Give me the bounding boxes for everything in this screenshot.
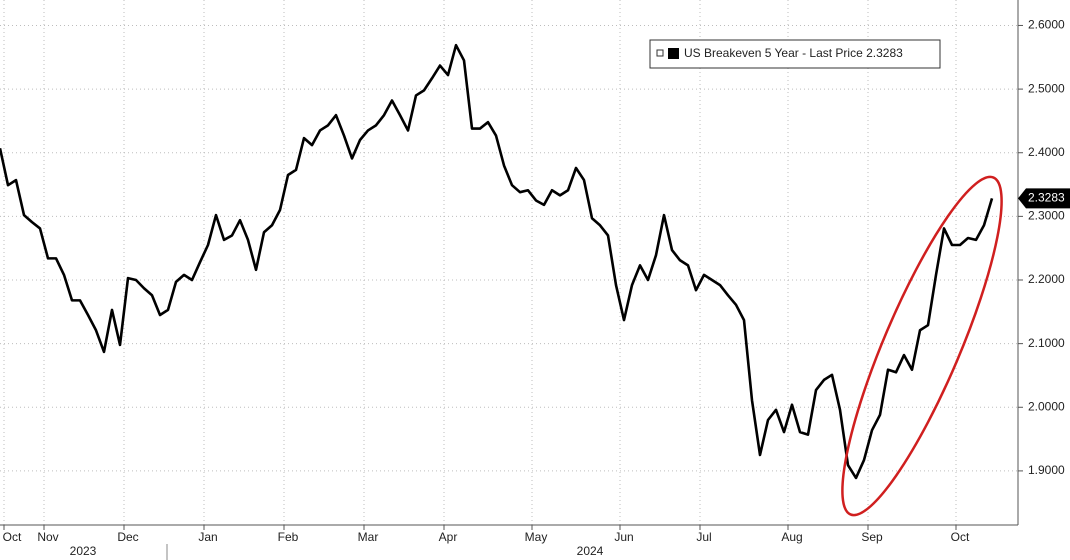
year-label: 2024: [577, 544, 604, 558]
line-layer: [0, 43, 994, 480]
x-tick-label: Aug: [781, 530, 802, 544]
series-line: [0, 43, 994, 480]
x-tick-label: Dec: [117, 530, 138, 544]
grid-layer: [0, 0, 1018, 525]
legend-box: [649, 39, 941, 69]
year-label: 2023: [70, 544, 97, 558]
y-tick-label: 2.3000: [1028, 209, 1065, 223]
x-tick-label: Mar: [358, 530, 379, 544]
y-tick-label: 2.1000: [1028, 336, 1065, 350]
x-tick-label: Jun: [614, 530, 633, 544]
y-tick-label: 2.0000: [1028, 399, 1065, 413]
y-tick-label: 2.4000: [1028, 145, 1065, 159]
x-tick-label: Sep: [861, 530, 883, 544]
y-tick-label: 2.6000: [1028, 18, 1065, 32]
x-tick-label: Apr: [439, 530, 458, 544]
highlight-ellipse: [841, 175, 1003, 517]
x-tick-label: Nov: [37, 530, 58, 544]
x-tick-label: Jul: [696, 530, 711, 544]
y-tick-label: 1.9000: [1028, 463, 1065, 477]
legend-swatch: [668, 48, 679, 59]
x-tick-label: Oct: [951, 530, 970, 544]
legend-label: US Breakeven 5 Year - Last Price 2.3283: [684, 46, 903, 60]
x-tick-label: Feb: [278, 530, 299, 544]
x-tick-label: Oct: [3, 530, 22, 544]
last-price-tag: [1018, 188, 1070, 209]
y-tick-label: 2.5000: [1028, 81, 1065, 95]
x-tick-label: Jan: [198, 530, 217, 544]
legend-toggle: [656, 49, 664, 57]
x-tick-label: May: [525, 530, 548, 544]
y-tick-label: 2.2000: [1028, 272, 1065, 286]
last-price-label: 2.3283: [1028, 191, 1065, 205]
legend: US Breakeven 5 Year - Last Price 2.3283: [649, 39, 941, 69]
